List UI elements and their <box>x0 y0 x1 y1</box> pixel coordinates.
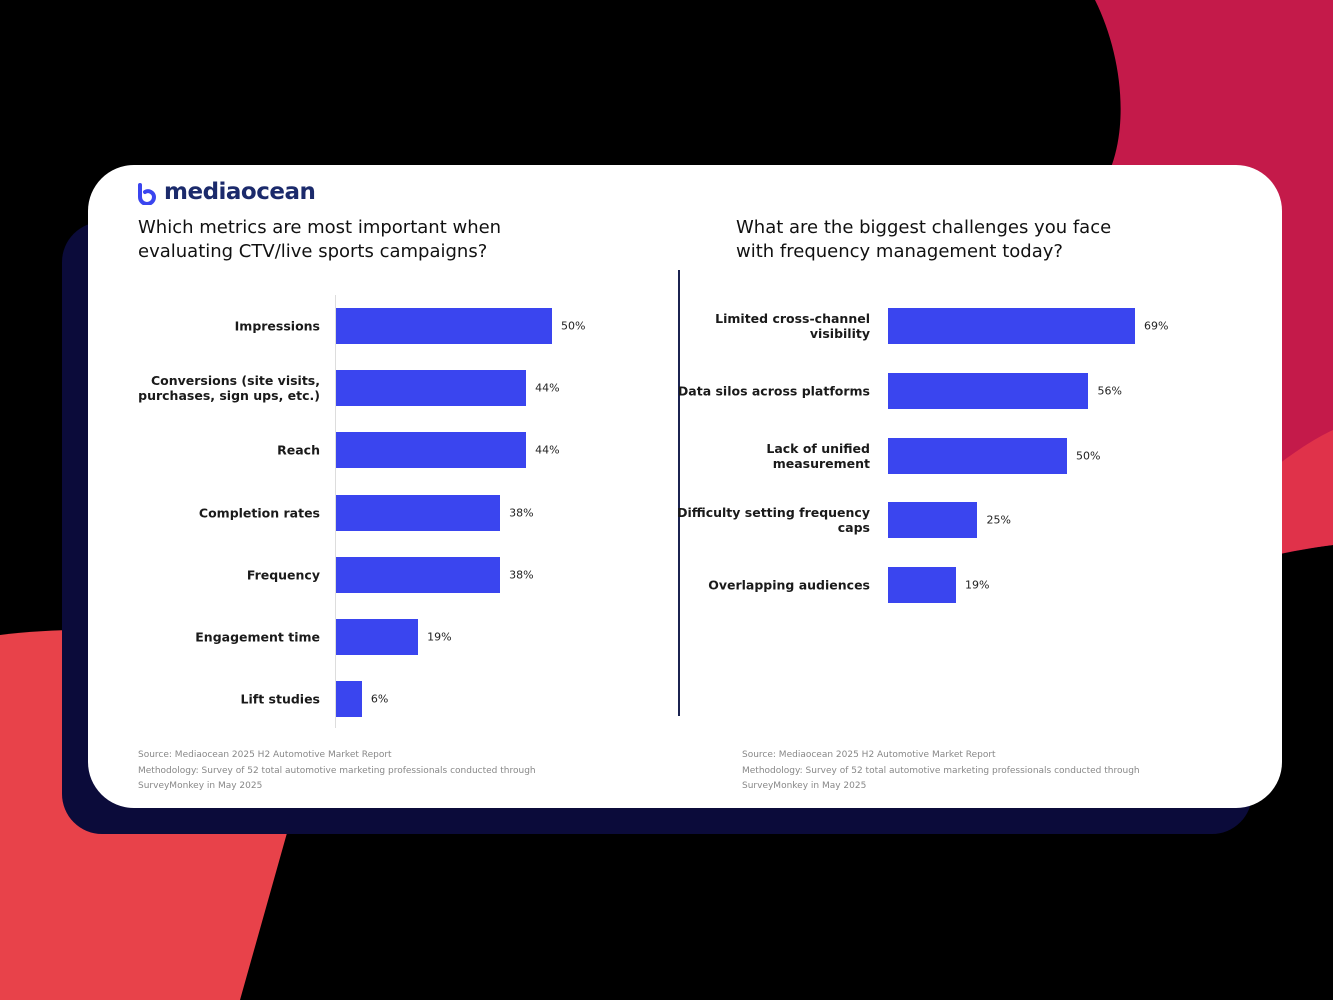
source-note: Source: Mediaocean 2025 H2 Automotive Ma… <box>742 750 996 760</box>
category-label: Difficulty setting frequency caps <box>677 505 870 536</box>
chart-title: Which metrics are most important when ev… <box>138 217 502 262</box>
divider <box>678 270 680 716</box>
value-label: 19% <box>427 630 452 644</box>
bar <box>336 308 552 344</box>
value-label: 56% <box>1097 384 1122 398</box>
bar <box>336 619 419 655</box>
source-note: SurveyMonkey in May 2025 <box>742 781 867 791</box>
bar <box>888 502 978 539</box>
value-label: 38% <box>509 568 534 582</box>
value-label: 25% <box>986 513 1011 527</box>
category-label: Completion rates <box>198 505 320 521</box>
brand: mediaocean <box>164 179 316 205</box>
bar <box>888 308 1135 344</box>
value-label: 50% <box>1075 449 1101 463</box>
source-note: Source: Mediaocean 2025 H2 Automotive Ma… <box>138 750 392 760</box>
category-label: Conversions (site visits, purchases, sig… <box>138 373 320 404</box>
category-label: Limited cross-channel visibility <box>715 311 870 341</box>
source-note: Methodology: Survey of 52 total automoti… <box>742 765 1140 776</box>
bar <box>888 437 1067 474</box>
category-label: Impressions <box>234 318 320 334</box>
chart-title: What are the biggest challenges you face… <box>736 217 1112 262</box>
bar <box>336 370 527 407</box>
category-label: Frequency <box>246 567 320 583</box>
value-label: 44% <box>535 443 560 457</box>
bar <box>336 432 527 469</box>
category-label: Lift studies <box>240 691 320 707</box>
category-label: Overlapping audiences <box>708 577 870 593</box>
bar <box>888 567 956 604</box>
category-label: Engagement time <box>195 629 320 645</box>
value-label: 69% <box>1144 319 1169 333</box>
axis-line <box>335 295 336 728</box>
value-label: 19% <box>965 578 990 592</box>
value-label: 6% <box>370 692 389 706</box>
bar <box>336 494 501 531</box>
value-label: 44% <box>535 381 560 395</box>
category-label: Lack of unified measurement <box>766 440 870 471</box>
card <box>88 165 1282 808</box>
logo-icon <box>138 183 157 205</box>
bar <box>336 556 501 593</box>
category-label: Data silos across platforms <box>677 383 870 399</box>
category-label: Reach <box>277 442 320 458</box>
bar <box>888 372 1089 409</box>
value-label: 50% <box>561 319 586 333</box>
value-label: 38% <box>509 506 534 520</box>
source-note: Methodology: Survey of 52 total automoti… <box>138 765 536 776</box>
source-note: SurveyMonkey in May 2025 <box>138 781 263 791</box>
bar <box>336 681 362 718</box>
